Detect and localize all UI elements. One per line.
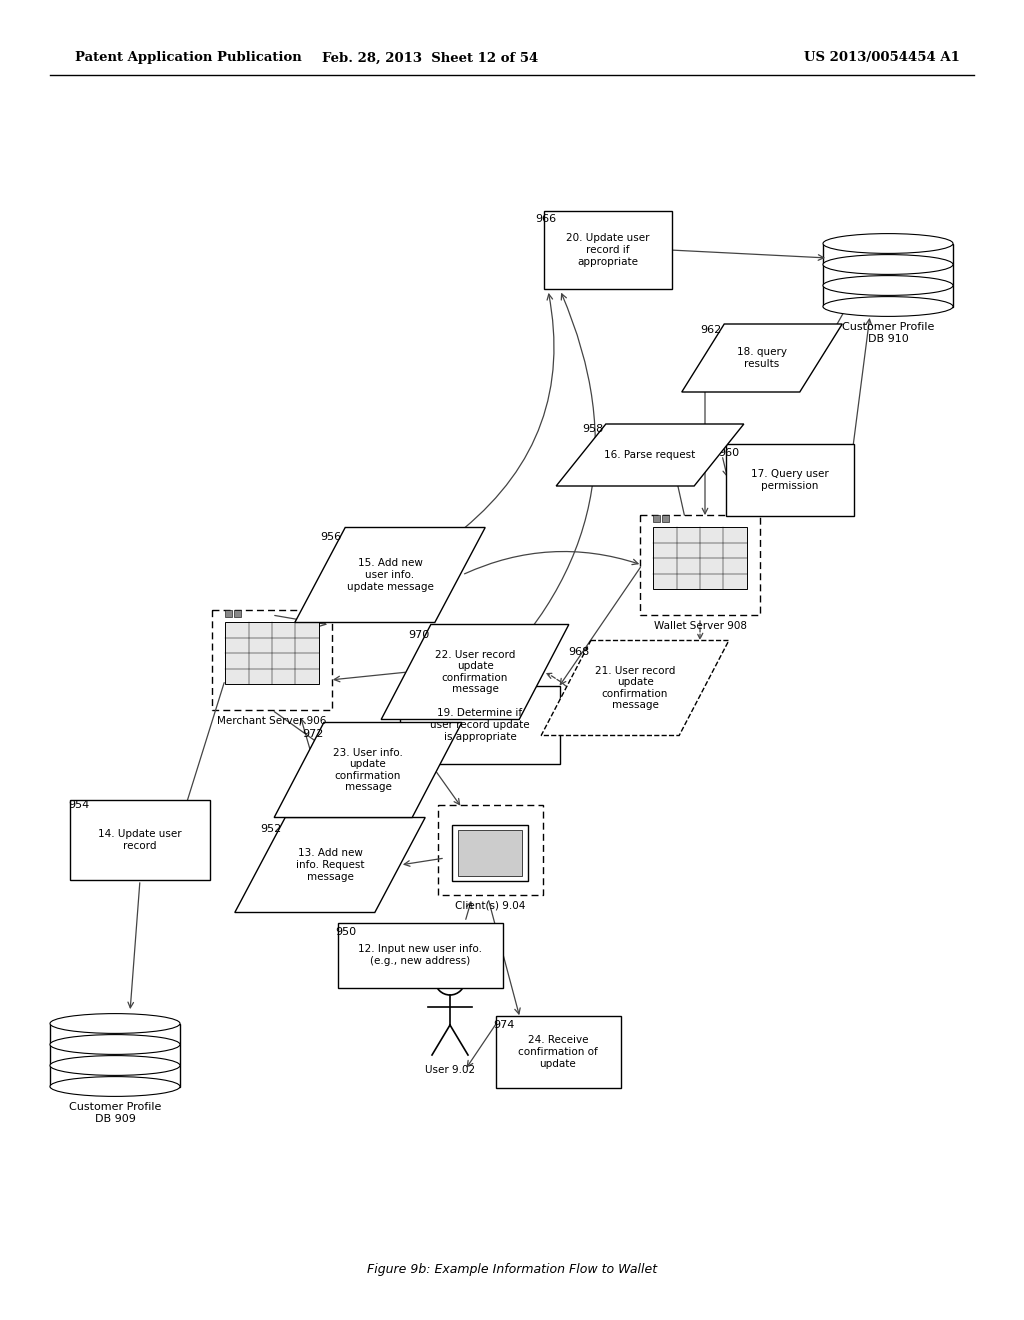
Ellipse shape — [823, 234, 953, 253]
Text: 968: 968 — [568, 647, 589, 657]
Text: 950: 950 — [335, 927, 356, 937]
FancyBboxPatch shape — [225, 610, 232, 616]
Text: 21. User record
update
confirmation
message: 21. User record update confirmation mess… — [595, 665, 675, 710]
FancyBboxPatch shape — [400, 686, 560, 764]
Text: 972: 972 — [302, 729, 324, 739]
Text: 22. User record
update
confirmation
message: 22. User record update confirmation mess… — [435, 649, 515, 694]
Text: 974: 974 — [493, 1020, 514, 1030]
FancyBboxPatch shape — [70, 800, 210, 880]
FancyBboxPatch shape — [338, 923, 503, 987]
Text: 15. Add new
user info.
update message: 15. Add new user info. update message — [346, 558, 433, 591]
FancyBboxPatch shape — [653, 527, 746, 589]
Polygon shape — [274, 722, 462, 817]
Polygon shape — [682, 323, 842, 392]
FancyBboxPatch shape — [234, 610, 242, 616]
FancyBboxPatch shape — [437, 805, 543, 895]
Text: Customer Profile
DB 910: Customer Profile DB 910 — [842, 322, 934, 345]
Text: Client(s) 9.04: Client(s) 9.04 — [455, 902, 525, 911]
Text: Merchant Server 906: Merchant Server 906 — [217, 715, 327, 726]
FancyBboxPatch shape — [663, 515, 670, 521]
Text: Figure 9b: Example Information Flow to Wallet: Figure 9b: Example Information Flow to W… — [367, 1263, 657, 1276]
Text: 962: 962 — [700, 325, 721, 335]
Text: 23. User info.
update
confirmation
message: 23. User info. update confirmation messa… — [333, 747, 402, 792]
Text: 970: 970 — [408, 630, 429, 640]
Text: 952: 952 — [260, 824, 282, 834]
Text: 20. Update user
record if
appropriate: 20. Update user record if appropriate — [566, 234, 650, 267]
Text: 958: 958 — [582, 424, 603, 434]
Polygon shape — [541, 640, 729, 735]
Text: 18. query
results: 18. query results — [737, 347, 787, 368]
Text: 13. Add new
info. Request
message: 13. Add new info. Request message — [296, 849, 365, 882]
FancyBboxPatch shape — [212, 610, 332, 710]
Text: 17. Query user
permission: 17. Query user permission — [752, 469, 828, 491]
FancyBboxPatch shape — [653, 515, 660, 521]
FancyBboxPatch shape — [544, 211, 672, 289]
FancyBboxPatch shape — [458, 830, 522, 875]
Ellipse shape — [823, 255, 953, 275]
FancyBboxPatch shape — [823, 243, 953, 306]
Ellipse shape — [50, 1077, 180, 1097]
Polygon shape — [234, 817, 425, 912]
Ellipse shape — [823, 276, 953, 296]
Ellipse shape — [50, 1035, 180, 1055]
Text: Customer Profile
DB 909: Customer Profile DB 909 — [69, 1102, 161, 1125]
Text: 956: 956 — [319, 532, 341, 543]
Polygon shape — [381, 624, 569, 719]
Text: 16. Parse request: 16. Parse request — [604, 450, 695, 459]
FancyBboxPatch shape — [225, 622, 318, 684]
Text: User 9.02: User 9.02 — [425, 1065, 475, 1074]
Ellipse shape — [50, 1056, 180, 1076]
Polygon shape — [295, 528, 485, 623]
Text: 966: 966 — [535, 214, 556, 224]
Ellipse shape — [50, 1014, 180, 1034]
Polygon shape — [556, 424, 743, 486]
Text: Feb. 28, 2013  Sheet 12 of 54: Feb. 28, 2013 Sheet 12 of 54 — [322, 51, 539, 65]
Text: Wallet Server 908: Wallet Server 908 — [653, 620, 746, 631]
Text: 19. Determine if
user record update
is appropriate: 19. Determine if user record update is a… — [430, 709, 529, 742]
Text: 24. Receive
confirmation of
update: 24. Receive confirmation of update — [518, 1035, 598, 1069]
FancyBboxPatch shape — [453, 825, 527, 880]
Text: 954: 954 — [68, 800, 89, 810]
Text: Patent Application Publication: Patent Application Publication — [75, 51, 302, 65]
FancyBboxPatch shape — [640, 515, 760, 615]
Ellipse shape — [823, 297, 953, 317]
FancyBboxPatch shape — [50, 1023, 180, 1086]
Text: 960: 960 — [718, 447, 739, 458]
Text: 964: 964 — [400, 692, 421, 702]
FancyBboxPatch shape — [496, 1016, 621, 1088]
FancyBboxPatch shape — [726, 444, 854, 516]
Text: 12. Input new user info.
(e.g., new address): 12. Input new user info. (e.g., new addr… — [358, 944, 482, 966]
Text: US 2013/0054454 A1: US 2013/0054454 A1 — [804, 51, 961, 65]
Text: 14. Update user
record: 14. Update user record — [98, 829, 182, 851]
